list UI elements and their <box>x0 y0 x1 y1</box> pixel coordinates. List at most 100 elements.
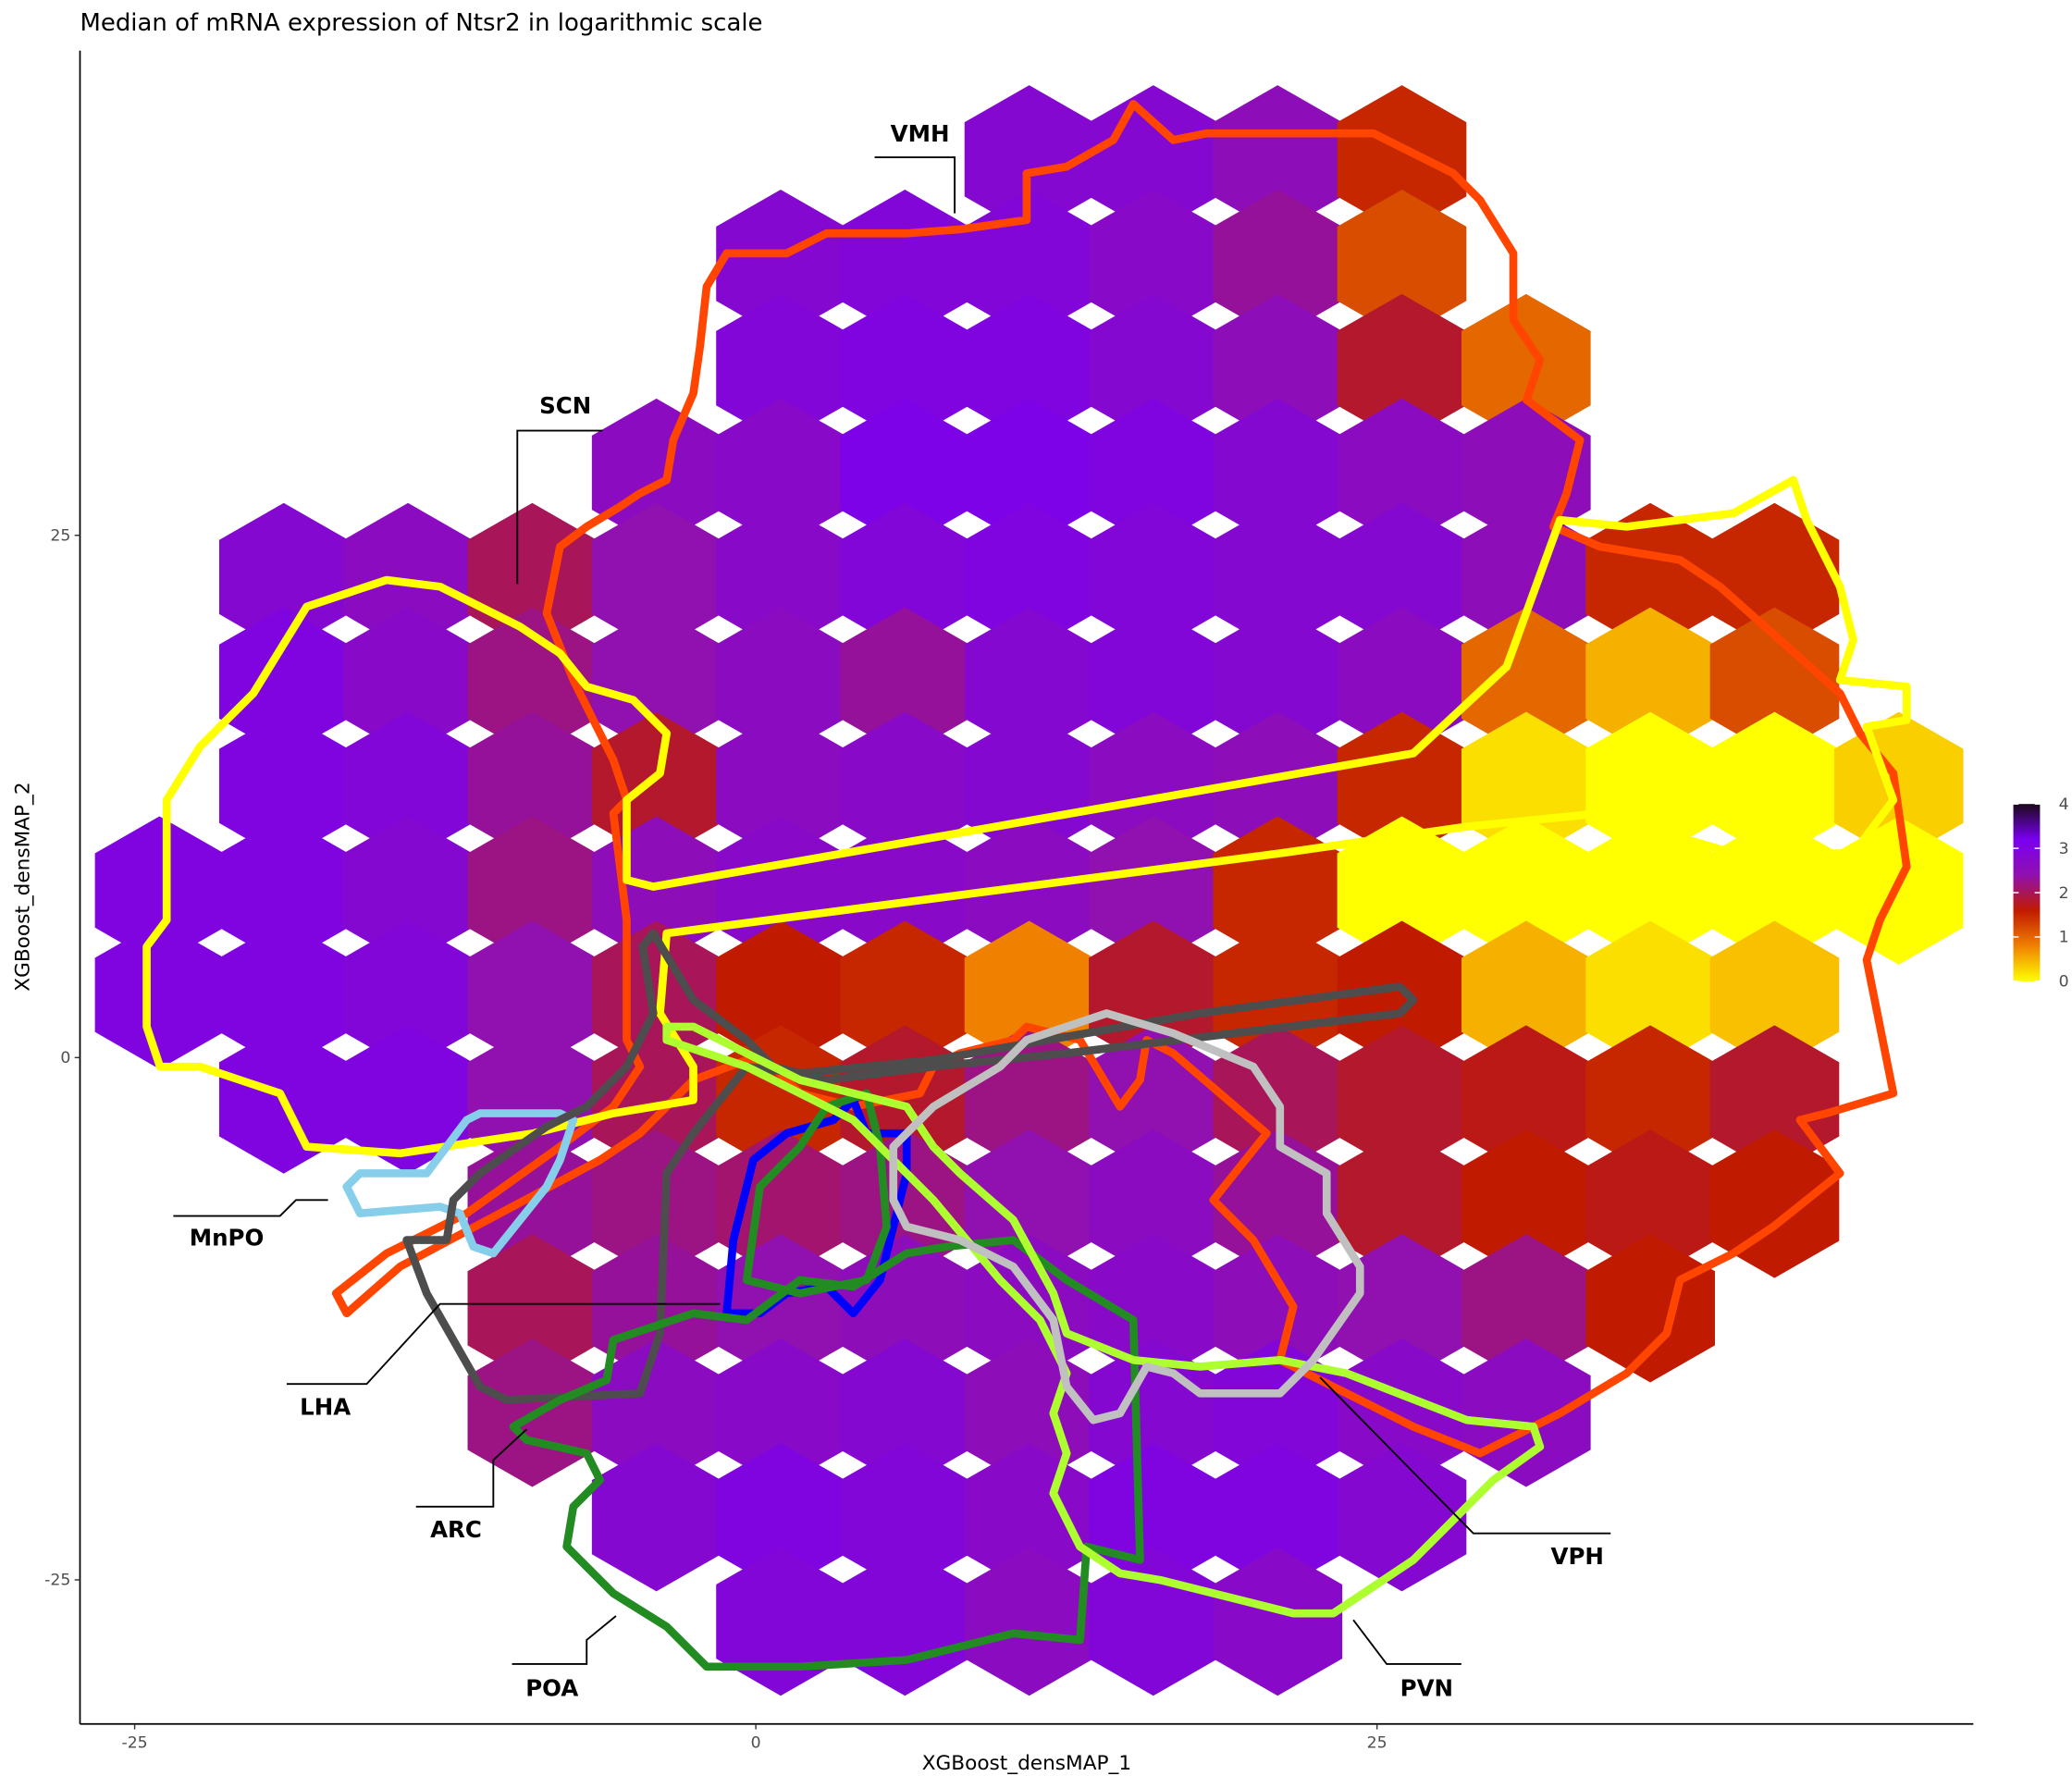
region-label: PVN <box>1400 1675 1453 1702</box>
hex-cell <box>1709 502 1840 652</box>
region-label: ARC <box>430 1516 482 1543</box>
hex-cell <box>716 816 845 965</box>
hex-cell <box>467 711 598 860</box>
hex-cell <box>1709 711 1840 860</box>
chart-title: Median of mRNA expression of Ntsr2 in lo… <box>80 9 762 37</box>
hex-cell <box>218 816 349 965</box>
hex-cell <box>1089 1338 1218 1487</box>
hex-cell <box>1213 398 1343 548</box>
hex-cell <box>716 1547 845 1696</box>
hex-cell <box>1089 398 1218 548</box>
region-outline <box>889 1009 1364 1424</box>
hex-cell <box>1585 502 1715 652</box>
hex-cell <box>1213 1234 1343 1383</box>
y-tick-label: 25 <box>50 526 70 545</box>
hex-cell <box>218 711 349 860</box>
hex-cell <box>716 607 845 757</box>
hex-cell <box>1585 1025 1715 1174</box>
hex-cell <box>1089 920 1218 1069</box>
hex-cell <box>218 920 349 1069</box>
hex-cell <box>1461 1025 1591 1174</box>
hex-cell <box>1337 1025 1467 1174</box>
hex-cell <box>1585 816 1715 965</box>
hex-cell <box>964 1547 1094 1696</box>
leader-line <box>874 156 956 214</box>
hex-cell <box>840 711 970 860</box>
hex-cell <box>1337 816 1467 965</box>
hex-cell <box>964 502 1094 652</box>
hex-cell <box>591 1338 722 1487</box>
x-tick-label: -25 <box>121 1734 147 1753</box>
region-label: VPH <box>1551 1543 1604 1570</box>
hex-cell <box>840 502 970 652</box>
hex-cell <box>840 1338 970 1487</box>
hex-cell <box>343 711 473 860</box>
hex-cell <box>1337 189 1467 339</box>
hex-cell <box>1089 1129 1218 1278</box>
hex-cell <box>716 920 845 1069</box>
hex-cell <box>1461 293 1591 443</box>
hex-cell <box>1461 1129 1591 1278</box>
colorbar-tick-label: 0 <box>2059 973 2069 992</box>
hex-cell <box>1337 398 1467 548</box>
hex-cell <box>840 1129 970 1278</box>
hex-cell <box>1709 920 1840 1069</box>
hex-cell <box>591 1443 722 1592</box>
hex-cell <box>716 293 845 443</box>
colorbar-tick-label: 1 <box>2059 929 2069 947</box>
hex-cell <box>1337 502 1467 652</box>
hex-cell <box>1089 607 1218 757</box>
hex-cell <box>964 607 1094 757</box>
hex-cell <box>1089 1234 1218 1383</box>
region-label: LHA <box>300 1393 351 1420</box>
hex-cell <box>1089 816 1218 965</box>
hex-cell <box>964 293 1094 443</box>
x-tick-label: 25 <box>1367 1734 1388 1753</box>
hex-cell <box>840 398 970 548</box>
region-outline <box>662 1022 1545 1618</box>
colorbar-tick-label: 2 <box>2059 884 2069 903</box>
hex-layer <box>94 85 1964 1696</box>
hex-cell <box>1213 502 1343 652</box>
hex-cell <box>591 607 722 757</box>
hex-cell <box>1213 293 1343 443</box>
hex-cell <box>1709 1129 1840 1278</box>
hex-cell <box>1461 920 1591 1069</box>
hex-cell <box>467 816 598 965</box>
hex-cell <box>1337 85 1467 234</box>
hex-cell <box>343 502 473 652</box>
leader-line <box>173 1199 328 1217</box>
hex-cell <box>1337 920 1467 1069</box>
leader-line <box>512 1615 617 1665</box>
hex-cell <box>1337 1443 1467 1592</box>
hex-cell <box>343 1025 473 1174</box>
hex-cell <box>716 502 845 652</box>
hex-cell <box>1709 607 1840 757</box>
leader-lines <box>173 156 1611 1665</box>
hex-cell <box>591 1234 722 1383</box>
hex-cell <box>1461 607 1591 757</box>
hex-cell <box>1585 1234 1715 1383</box>
x-axis-label: XGBoost_densMAP_1 <box>922 1752 1131 1775</box>
hex-cell <box>218 607 349 757</box>
hex-cell <box>840 920 970 1069</box>
leader-line <box>516 429 603 585</box>
hex-cell <box>218 502 349 652</box>
x-tick-label: 0 <box>751 1734 761 1753</box>
hex-cell <box>467 1234 598 1383</box>
hex-cell <box>1213 607 1343 757</box>
leader-line <box>1352 1619 1462 1665</box>
region-label: SCN <box>539 392 591 419</box>
hex-cell <box>716 711 845 860</box>
hex-cell <box>716 1338 845 1487</box>
colorbar-tick-label: 4 <box>2059 796 2069 814</box>
hex-cell <box>1585 711 1715 860</box>
y-tick-label: 0 <box>60 1049 70 1067</box>
region-label: POA <box>525 1675 578 1702</box>
hex-cell <box>964 398 1094 548</box>
hex-cell <box>1089 502 1218 652</box>
leader-line <box>415 1428 528 1508</box>
hex-cell <box>1461 1338 1591 1487</box>
hex-cell <box>1089 293 1218 443</box>
hex-cell <box>591 398 722 548</box>
